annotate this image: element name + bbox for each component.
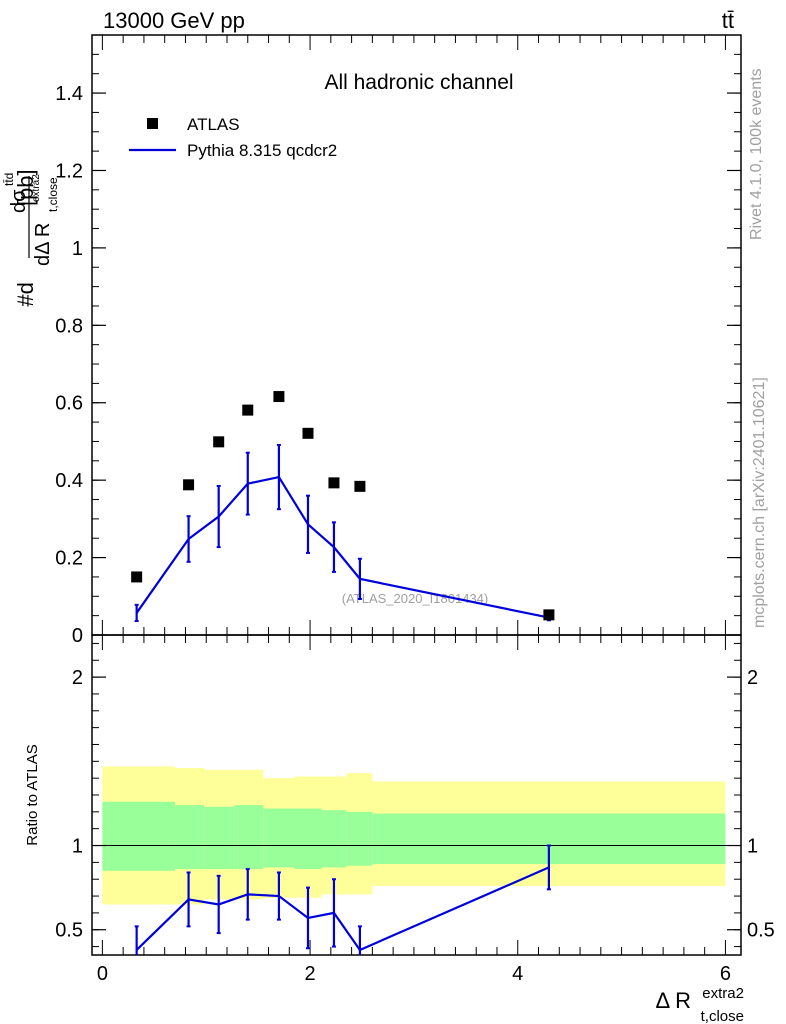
atlas-data-point xyxy=(131,571,143,583)
x-tick-label: 4 xyxy=(512,963,523,985)
atlas-data-point xyxy=(328,477,340,489)
y-label-denominator-sup: extra2 xyxy=(31,174,42,202)
legend-atlas-marker xyxy=(147,118,158,129)
ratio-uncertainty-bands xyxy=(102,766,726,905)
y-label-numerator: dσ xyxy=(8,189,30,213)
main-y-tick-label: 0.4 xyxy=(55,470,83,492)
main-data xyxy=(131,391,555,623)
x-tick-label: 6 xyxy=(720,963,731,985)
x-label-sub: t,close xyxy=(701,1008,744,1024)
y-label-denominator-sub: t,close xyxy=(46,177,60,212)
atlas-data-point xyxy=(242,404,254,416)
atlas-data-point xyxy=(273,391,285,403)
ratio-inner-band-bin xyxy=(294,808,322,870)
x-axis-label: Δ R t,close extra2 xyxy=(656,985,744,1024)
ratio-data xyxy=(134,844,551,955)
y-label-numerator-sup: tt̄d xyxy=(2,173,16,186)
ratio-inner-band-bin xyxy=(346,811,373,866)
ratio-inner-band-bin xyxy=(321,810,347,868)
mcplots-label: mcplots.cern.ch [arXiv:2401.10621] xyxy=(751,377,768,628)
ratio-inner-band-bin xyxy=(263,808,295,868)
atlas-data-point xyxy=(213,436,225,448)
atlas-data-point xyxy=(543,609,555,621)
chart-title: All hadronic channel xyxy=(324,71,513,94)
main-y-label: #d [pb] dσ tt̄d dΔ R t,close extra2 xyxy=(2,169,60,306)
analysis-watermark: (ATLAS_2020_I1801434) xyxy=(342,591,488,606)
ratio-y-tick-label-right: 2 xyxy=(747,667,758,689)
ratio-y-tick-label: 0.5 xyxy=(55,920,83,942)
x-tick-label: 0 xyxy=(97,963,108,985)
ratio-y-tick-label: 1 xyxy=(72,836,83,858)
legend-pythia-label: Pythia 8.315 qcdcr2 xyxy=(187,141,337,160)
energy-label: 13000 GeV pp xyxy=(103,8,245,33)
ratio-inner-band-bin xyxy=(175,805,205,870)
y-label-denominator: dΔ R xyxy=(32,223,54,266)
y-label-unit: [pb] xyxy=(13,169,38,206)
y-label-prefix: #d xyxy=(13,282,38,306)
ratio-inner-band-bin xyxy=(204,806,235,870)
ratio-axes: 0.5 0.5 1 1 2 2 0 2 4 6 xyxy=(55,635,775,985)
main-y-tick-label: 0 xyxy=(72,625,83,647)
x-tick-label: 2 xyxy=(305,963,316,985)
atlas-data-point xyxy=(183,479,195,491)
x-label-sup: extra2 xyxy=(702,985,744,1002)
ratio-y-tick-label: 2 xyxy=(72,667,83,689)
main-axes: 0 0.2 0.4 0.6 0.8 1 1.2 1.4 xyxy=(55,34,741,647)
ratio-inner-band-bin xyxy=(102,801,176,871)
main-y-tick-label: 1 xyxy=(72,238,83,260)
ratio-y-label: Ratio to ATLAS xyxy=(24,744,41,845)
atlas-data-point xyxy=(302,427,314,439)
svg-text:#d [pb]: #d [pb] xyxy=(13,169,38,306)
main-y-tick-label: 0.6 xyxy=(55,393,83,415)
atlas-data-point xyxy=(354,480,366,492)
legend-atlas-label: ATLAS xyxy=(187,115,240,134)
main-y-tick-label: 1.2 xyxy=(55,160,83,182)
ratio-y-tick-label-right: 1 xyxy=(747,836,758,858)
main-y-tick-label: 0.2 xyxy=(55,548,83,570)
rivet-label: Rivet 4.1.0, 100k events xyxy=(748,68,765,240)
main-y-tick-label: 0.8 xyxy=(55,315,83,337)
ratio-inner-band-bin xyxy=(234,805,264,870)
x-label-main: Δ R xyxy=(656,988,691,1013)
legend: ATLAS Pythia 8.315 qcdcr2 xyxy=(129,115,337,160)
main-y-tick-label: 1.4 xyxy=(55,83,83,105)
process-label: tt̄ xyxy=(722,8,734,33)
ratio-y-tick-label-right: 0.5 xyxy=(747,920,775,942)
